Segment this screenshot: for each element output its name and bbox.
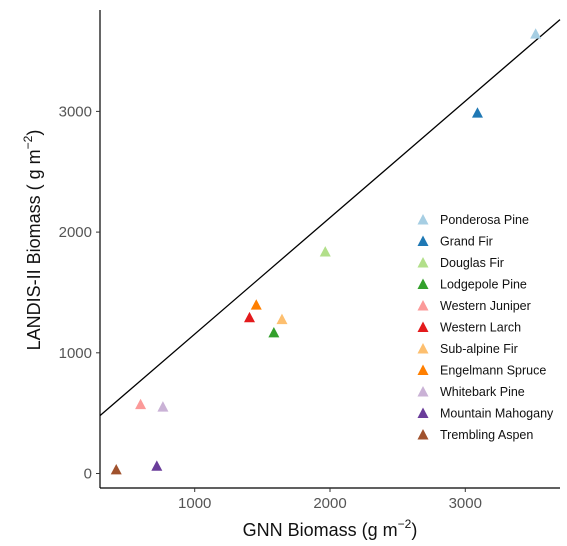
legend-key-lodgepole-pine xyxy=(417,278,429,289)
legend-label-douglas-fir: Douglas Fir xyxy=(440,256,504,270)
x-tick-label: 3000 xyxy=(449,495,482,512)
point-lodgepole-pine xyxy=(268,326,280,338)
point-sub-alpine-fir xyxy=(276,313,288,325)
reference-line xyxy=(99,19,561,417)
legend-label-whitebark-pine: Whitebark Pine xyxy=(440,385,525,399)
legend-label-lodgepole-pine: Lodgepole Pine xyxy=(440,278,527,292)
legend-key-trembling-aspen xyxy=(417,429,429,440)
legend-key-engelmann-spruce xyxy=(417,364,429,375)
legend-label-western-juniper: Western Juniper xyxy=(440,299,531,313)
x-tick-label: 2000 xyxy=(313,495,346,512)
point-mountain-mahogany xyxy=(151,460,163,471)
y-axis-title-text: LANDIS-II Biomass ( g m xyxy=(24,149,44,350)
x-axis-title-close: ) xyxy=(411,520,417,540)
x-axis-title-text: GNN Biomass (g m xyxy=(243,520,398,540)
legend-key-grand-fir xyxy=(417,235,429,246)
y-axis-title: LANDIS-II Biomass ( g m−2) xyxy=(21,130,44,351)
point-ponderosa-pine xyxy=(530,28,542,39)
point-douglas-fir xyxy=(319,246,331,257)
legend-label-mountain-mahogany: Mountain Mahogany xyxy=(440,407,554,421)
y-tick-label: 0 xyxy=(84,466,92,483)
legend-key-douglas-fir xyxy=(417,257,429,268)
legend-label-trembling-aspen: Trembling Aspen xyxy=(440,428,533,442)
legend-key-ponderosa-pine xyxy=(417,214,429,225)
legend-label-sub-alpine-fir: Sub-alpine Fir xyxy=(440,342,518,356)
x-tick-label: 1000 xyxy=(178,495,211,512)
point-whitebark-pine xyxy=(157,401,169,412)
legend-key-whitebark-pine xyxy=(417,386,429,397)
legend-key-sub-alpine-fir xyxy=(417,343,429,354)
data-points xyxy=(110,28,542,475)
legend-key-mountain-mahogany xyxy=(417,407,429,418)
legend-label-engelmann-spruce: Engelmann Spruce xyxy=(440,364,546,378)
legend-key-western-juniper xyxy=(417,300,429,311)
point-trembling-aspen xyxy=(110,463,122,475)
point-grand-fir xyxy=(471,107,483,118)
legend-label-ponderosa-pine: Ponderosa Pine xyxy=(440,213,529,227)
x-axis-title: GNN Biomass (g m−2) xyxy=(243,517,418,540)
legend-label-grand-fir: Grand Fir xyxy=(440,235,493,249)
reference-line-group xyxy=(99,19,561,417)
legend-label-western-larch: Western Larch xyxy=(440,321,521,335)
y-tick-label: 2000 xyxy=(59,224,92,241)
y-axis-title-exponent: −2 xyxy=(21,135,35,149)
x-axis-title-exponent: −2 xyxy=(398,517,412,531)
point-western-larch xyxy=(244,311,255,323)
point-western-juniper xyxy=(135,398,147,410)
point-engelmann-spruce xyxy=(250,299,262,310)
legend-key-western-larch xyxy=(417,321,429,332)
y-tick-label: 1000 xyxy=(59,345,92,362)
y-axis-title-close: ) xyxy=(24,130,44,136)
y-tick-label: 3000 xyxy=(59,103,92,120)
axis-ticks: 1000 2000 3000 0 1000 2000 3000 xyxy=(59,103,482,512)
legend: Ponderosa Pine Grand Fir Douglas Fir Lodgep… xyxy=(417,213,554,442)
